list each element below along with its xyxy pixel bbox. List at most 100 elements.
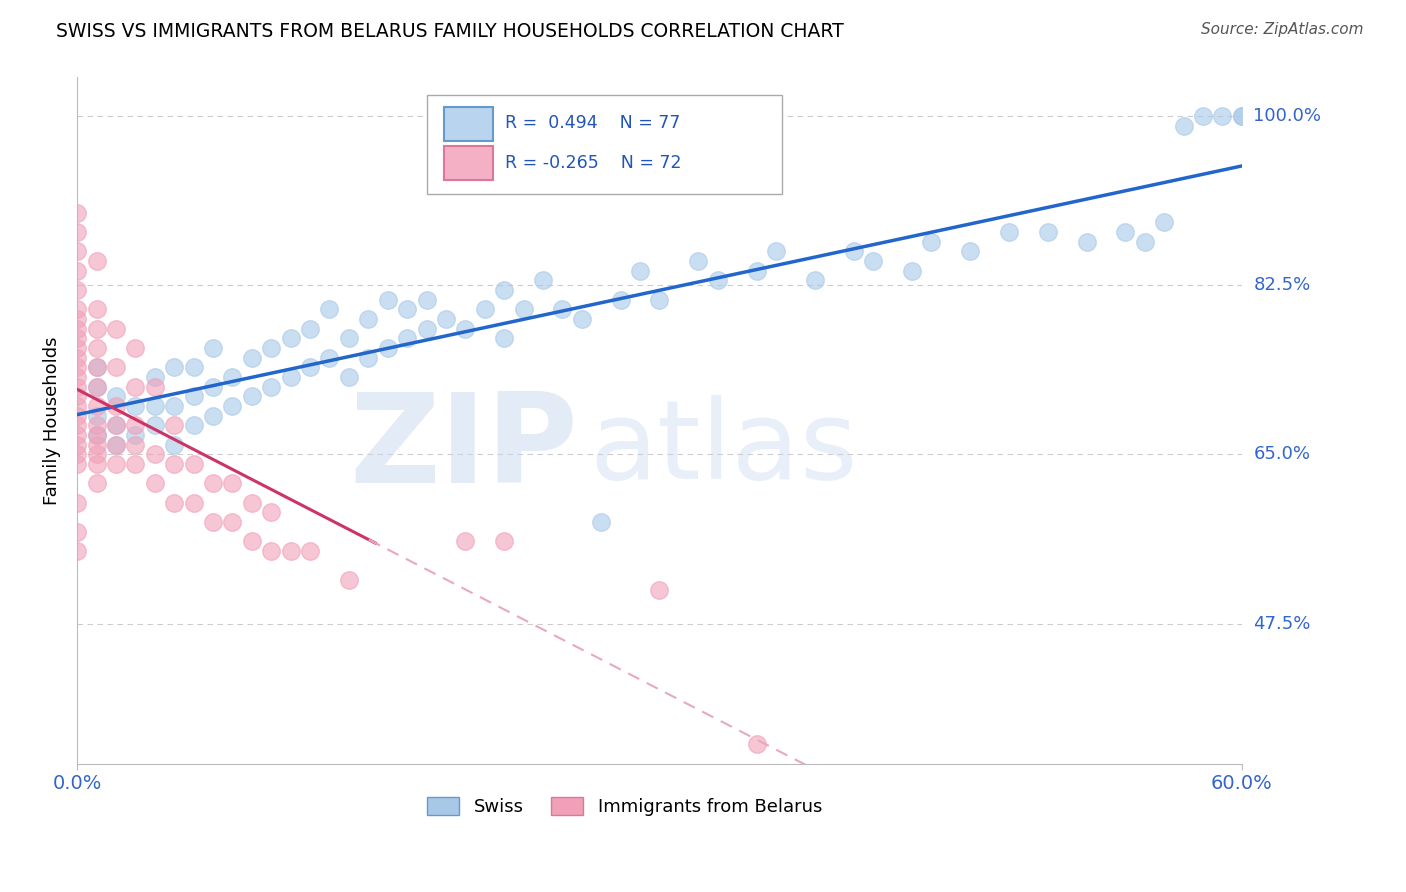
Point	[842, 244, 865, 259]
Point	[688, 254, 710, 268]
Point	[494, 283, 516, 297]
Legend: Swiss, Immigrants from Belarus: Swiss, Immigrants from Belarus	[419, 789, 830, 823]
Point	[86, 322, 108, 336]
Point	[66, 322, 89, 336]
Point	[104, 438, 127, 452]
Point	[260, 380, 283, 394]
Point	[745, 264, 768, 278]
Point	[357, 312, 380, 326]
Point	[512, 302, 534, 317]
Point	[143, 418, 166, 433]
Point	[1192, 109, 1215, 123]
Point	[66, 302, 89, 317]
FancyBboxPatch shape	[444, 146, 494, 179]
Point	[377, 293, 399, 307]
Point	[920, 235, 942, 249]
Point	[299, 322, 322, 336]
Point	[183, 389, 205, 403]
Point	[66, 351, 89, 365]
Point	[86, 380, 108, 394]
Point	[765, 244, 787, 259]
Point	[571, 312, 593, 326]
Point	[86, 438, 108, 452]
Point	[998, 225, 1021, 239]
Point	[221, 399, 243, 413]
Point	[143, 399, 166, 413]
Point	[66, 225, 89, 239]
Point	[86, 380, 108, 394]
Text: atlas: atlas	[589, 394, 858, 501]
Point	[104, 389, 127, 403]
Point	[240, 389, 263, 403]
Point	[415, 293, 437, 307]
Point	[183, 360, 205, 375]
Point	[609, 293, 631, 307]
Point	[163, 418, 186, 433]
Point	[86, 476, 108, 491]
Point	[337, 331, 360, 345]
Point	[201, 476, 224, 491]
Point	[163, 496, 186, 510]
Point	[86, 360, 108, 375]
Point	[86, 341, 108, 355]
Point	[124, 438, 146, 452]
Point	[318, 302, 340, 317]
Point	[66, 370, 89, 384]
Point	[86, 457, 108, 471]
Point	[240, 496, 263, 510]
Point	[86, 428, 108, 442]
Point	[1133, 235, 1156, 249]
Point	[183, 418, 205, 433]
Point	[66, 428, 89, 442]
Point	[221, 370, 243, 384]
Point	[66, 418, 89, 433]
Point	[104, 418, 127, 433]
Text: ZIP: ZIP	[349, 388, 578, 508]
Point	[66, 244, 89, 259]
Point	[434, 312, 457, 326]
Text: 47.5%: 47.5%	[1254, 615, 1310, 632]
Point	[628, 264, 651, 278]
Point	[163, 360, 186, 375]
Point	[66, 283, 89, 297]
Point	[163, 438, 186, 452]
Point	[280, 331, 302, 345]
Point	[66, 331, 89, 345]
Point	[183, 496, 205, 510]
Point	[104, 457, 127, 471]
Point	[474, 302, 496, 317]
Point	[280, 544, 302, 558]
Text: 82.5%: 82.5%	[1254, 277, 1310, 294]
Point	[163, 457, 186, 471]
Point	[143, 447, 166, 461]
Point	[1230, 109, 1253, 123]
Point	[357, 351, 380, 365]
Point	[124, 399, 146, 413]
Point	[124, 428, 146, 442]
Point	[337, 573, 360, 587]
Text: 65.0%: 65.0%	[1254, 445, 1310, 464]
Point	[1036, 225, 1059, 239]
Point	[86, 360, 108, 375]
Point	[299, 544, 322, 558]
Point	[104, 360, 127, 375]
Point	[591, 515, 613, 529]
Text: R = -0.265    N = 72: R = -0.265 N = 72	[505, 153, 681, 171]
Point	[66, 360, 89, 375]
Point	[803, 273, 825, 287]
Point	[124, 418, 146, 433]
Point	[1230, 109, 1253, 123]
Point	[66, 409, 89, 423]
Text: R =  0.494    N = 77: R = 0.494 N = 77	[505, 114, 681, 132]
Point	[260, 544, 283, 558]
Point	[86, 428, 108, 442]
Point	[260, 506, 283, 520]
Point	[86, 399, 108, 413]
Point	[86, 254, 108, 268]
Point	[143, 476, 166, 491]
Point	[124, 341, 146, 355]
Point	[648, 582, 671, 597]
Text: Source: ZipAtlas.com: Source: ZipAtlas.com	[1201, 22, 1364, 37]
Point	[201, 515, 224, 529]
Point	[901, 264, 924, 278]
